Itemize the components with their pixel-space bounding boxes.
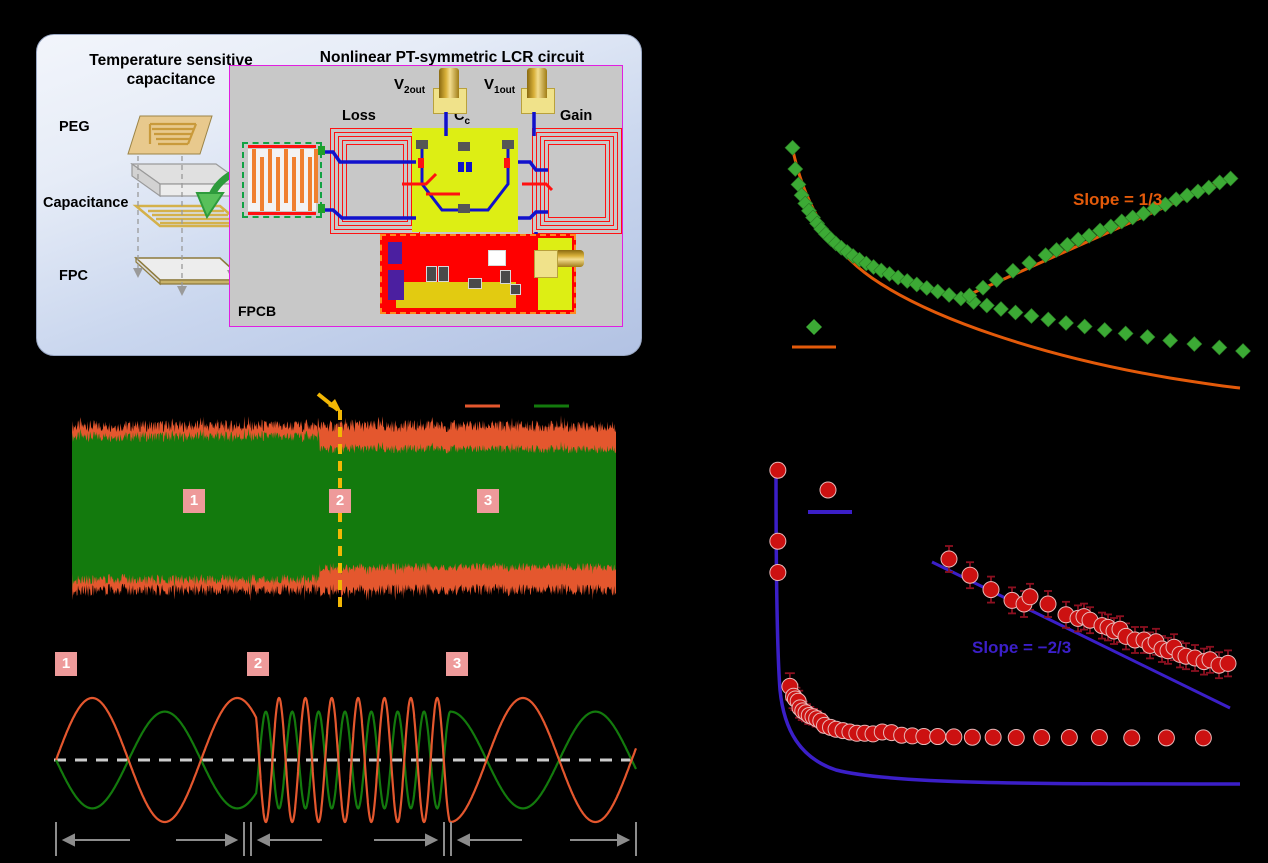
negative-resistance-title: Negative resistance circuit: [413, 357, 611, 374]
panel-d-span-arrows: [55, 822, 637, 856]
oscillation-envelope-plot: 1 2 3: [50, 380, 650, 630]
panel-c-marker-arrowhead-icon: [328, 399, 342, 413]
schematic-card: Temperature sensitive capacitance Nonlin…: [36, 34, 642, 374]
panel-b-markers: [784, 139, 1251, 359]
v2out-label: V2out: [394, 76, 426, 96]
panel-e-legend-marker: [819, 481, 837, 499]
panel-e-inset-markers: [940, 550, 1237, 674]
panel-c-region-label-1: 1: [183, 489, 205, 513]
panel-d-green-wave: [55, 710, 637, 810]
panel-c-region-label-2: 2: [329, 489, 351, 513]
circuit-title: Nonlinear PT-symmetric LCR circuit: [319, 49, 585, 66]
gain-label: Gain: [560, 108, 593, 124]
pcb-connector-base: [534, 250, 558, 278]
v1out-connector-icon: [527, 68, 547, 98]
panel-c-region-label-3: 3: [477, 489, 499, 513]
panel-e-slope-annotation: Slope = −2/3: [972, 638, 1072, 657]
v1out-label: V1out: [484, 76, 516, 96]
panel-d-svg: [54, 696, 640, 856]
panel-b-svg: [784, 139, 1251, 390]
stack-label-fpc: FPC: [59, 268, 88, 284]
panel-e-inset-fit: [931, 560, 1231, 710]
loss-label: Loss: [342, 108, 376, 124]
stack-label-capacitance: Capacitance: [43, 195, 129, 211]
negative-resistance-pcb-photo: [380, 234, 584, 314]
panel-d-orange-wave: [54, 696, 638, 824]
v2out-connector-icon: [439, 68, 459, 98]
panel-d-region-label-1: 1: [55, 652, 77, 676]
temperature-capacitance-title: Temperature sensitive capacitance: [89, 52, 253, 88]
panel-e-svg: [769, 461, 1241, 786]
sensor-plate-icon: [127, 115, 213, 155]
panel-e-fit-curve: [774, 469, 1241, 786]
interdigital-capacitor-block: [242, 142, 322, 218]
panel-e-markers: [769, 461, 1212, 747]
panel-d-region-label-3: 3: [446, 652, 468, 676]
decay-rate-scatter-plot: Slope = −2/3: [740, 440, 1268, 863]
panel-b-slope-annotation: Slope = 1/3: [1073, 190, 1163, 209]
fpcb-label: FPCB: [238, 303, 277, 319]
panel-b-inset-markers: [961, 170, 1239, 304]
cc-label: Cc: [454, 108, 471, 127]
stack-label-peg: PEG: [59, 119, 90, 135]
pt-symmetric-circuit-box: FPCB Loss Cc: [229, 65, 623, 327]
panel-b-legend-marker: [806, 319, 822, 335]
relaxation-time-scatter-plot: Slope = 1/3: [740, 56, 1268, 406]
panel-d-region-label-2: 2: [247, 652, 269, 676]
pcb-connector-icon: [558, 250, 584, 267]
time-domain-waveform-plot: 1 2 3: [40, 640, 660, 863]
